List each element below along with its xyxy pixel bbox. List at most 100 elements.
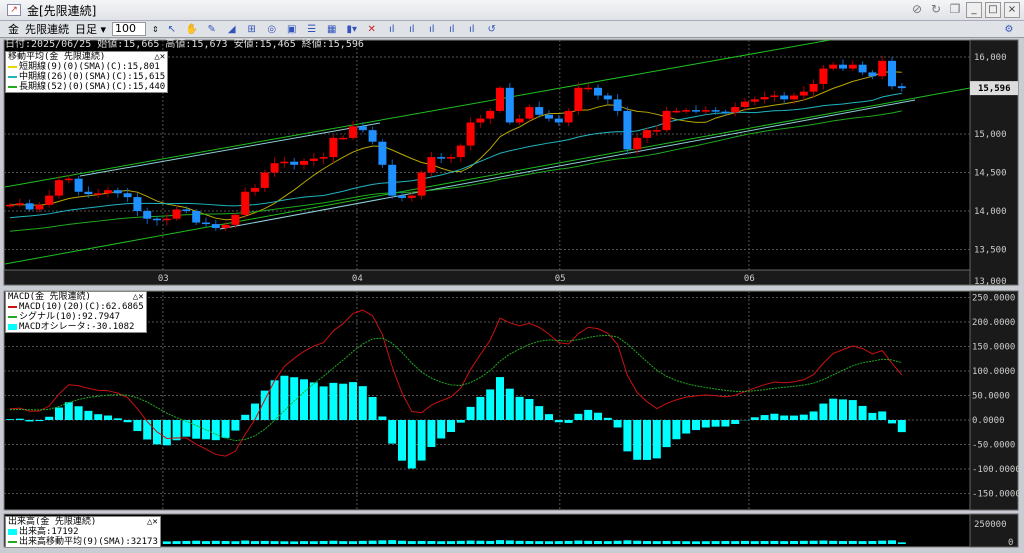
osc-bar: [799, 414, 808, 420]
maximize-button[interactable]: □: [985, 2, 1001, 18]
legend-close-icon[interactable]: △✕: [147, 517, 158, 527]
candle-body: [417, 172, 426, 196]
osc-bar: [554, 420, 563, 423]
legend-close-icon[interactable]: △✕: [154, 52, 166, 62]
refresh-icon[interactable]: ↻: [930, 2, 942, 16]
candle: [437, 153, 446, 164]
candle: [652, 124, 661, 136]
volume-bar: [809, 540, 818, 544]
short-ma-label: 短期線(9)(0)(SMA)(C):15,801: [19, 62, 160, 72]
candle-body: [897, 86, 906, 89]
crosshair-icon[interactable]: ⊞: [247, 23, 256, 35]
volume-axis: [969, 513, 1019, 548]
candle-body: [407, 195, 416, 198]
candle-body: [525, 107, 534, 119]
candle: [35, 202, 44, 213]
cursor-icon[interactable]: ↖: [167, 23, 176, 35]
osc-bar: [64, 402, 73, 420]
volume-bar: [662, 540, 671, 544]
candle-body: [104, 190, 112, 194]
osc-bar: [760, 415, 769, 420]
chart-box-icon[interactable]: ▣: [287, 23, 297, 35]
volume-label: 出来高:17192: [19, 527, 79, 537]
candle-body: [848, 64, 857, 69]
osc-bar: [623, 420, 632, 452]
bar-chart-icon[interactable]: ▮▾: [346, 23, 357, 35]
settings-icon[interactable]: ⚙: [1004, 23, 1014, 35]
volume-bar: [652, 541, 661, 544]
volume-bar: [280, 541, 289, 544]
candle-body: [192, 211, 201, 223]
close-button[interactable]: ×: [1004, 2, 1020, 18]
period-dropdown[interactable]: 日足 ▾: [75, 23, 107, 36]
volume-bar: [290, 541, 299, 544]
candle-body: [358, 126, 367, 131]
candle: [182, 206, 191, 214]
count-input[interactable]: 100: [112, 22, 147, 36]
symbol-button[interactable]: 金: [8, 23, 19, 36]
macd-tick: 50.0000: [972, 392, 1010, 402]
minimize-button[interactable]: _: [966, 2, 982, 18]
volume-bar: [829, 540, 838, 544]
copy-icon[interactable]: ❐: [949, 2, 961, 16]
osc-bar: [633, 420, 642, 460]
count-spinner[interactable]: ⇕: [152, 24, 159, 34]
candle-body: [731, 107, 740, 113]
osc-bar: [231, 420, 240, 431]
volume-bar: [868, 541, 877, 544]
candle-body: [113, 190, 122, 194]
candle: [770, 90, 779, 102]
reload-icon[interactable]: ↺: [487, 23, 496, 35]
indicator5-icon[interactable]: ıl: [468, 23, 475, 35]
trendline-icon[interactable]: ◢: [227, 23, 236, 35]
grid-h-icon[interactable]: ☰: [307, 23, 317, 35]
osc-bar: [398, 420, 406, 461]
indicator2-icon[interactable]: ıl: [408, 23, 415, 35]
volume-bar: [505, 540, 514, 544]
candle-body: [309, 158, 318, 161]
price-axis: [969, 39, 1019, 286]
candle-body: [319, 157, 328, 159]
price-tick: 13,000: [974, 277, 1007, 287]
osc-bar: [603, 417, 612, 420]
indicator4-icon[interactable]: ıl: [448, 23, 455, 35]
pencil-icon[interactable]: ✎: [207, 23, 216, 35]
osc-bar: [349, 382, 357, 420]
osc-bar: [309, 382, 318, 420]
indicator1-icon[interactable]: ıl: [388, 23, 395, 35]
candle: [104, 186, 112, 198]
candle-body: [427, 157, 436, 173]
osc-bar: [456, 420, 465, 423]
candle-body: [388, 164, 397, 196]
legend-close-icon[interactable]: △✕: [132, 292, 144, 302]
indicator3-icon[interactable]: ıl: [428, 23, 435, 35]
candle: [290, 158, 299, 170]
grid-icon[interactable]: ▦: [327, 23, 337, 35]
candle: [251, 184, 259, 196]
candle: [55, 175, 63, 199]
globe-icon[interactable]: ◎: [267, 23, 277, 35]
volume-bar: [270, 541, 279, 544]
candle-body: [662, 110, 671, 131]
candle: [447, 154, 455, 164]
delete-icon[interactable]: ✕: [367, 23, 376, 35]
chart-app-icon: ↗: [7, 4, 21, 16]
volume-bar: [790, 541, 798, 544]
candle-body: [25, 203, 34, 210]
candle-body: [829, 64, 838, 69]
candle: [643, 127, 651, 144]
candle-body: [554, 118, 563, 123]
volume-bar: [574, 540, 583, 544]
candle: [897, 83, 906, 92]
hand-icon[interactable]: ✋: [185, 23, 198, 35]
volume-bar: [339, 541, 348, 544]
osc-bar: [848, 400, 857, 420]
osc-bar: [888, 420, 896, 424]
candle-body: [486, 110, 495, 119]
volume-bar: [427, 541, 436, 544]
chart-area[interactable]: 16,000 15,000 14,500 14,000 13,500 13,000 03 04…: [0, 38, 1024, 553]
link-icon[interactable]: ⊘: [911, 2, 923, 16]
contract-button[interactable]: 先限連続: [25, 23, 69, 36]
macd-tick: -100.0000: [972, 465, 1021, 475]
volume-bar: [437, 541, 446, 544]
